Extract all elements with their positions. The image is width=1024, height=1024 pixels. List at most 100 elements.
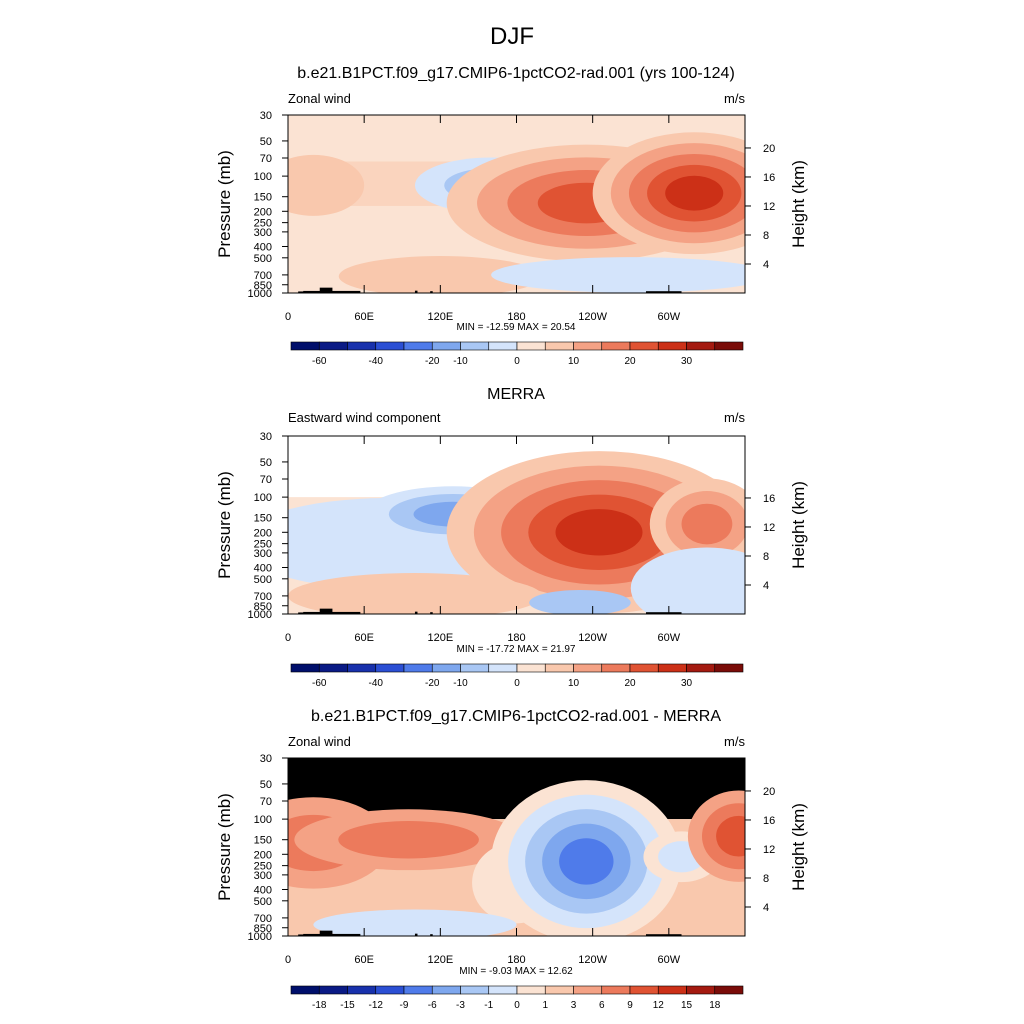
colorbar-label: -6: [428, 1000, 437, 1011]
colorbar-swatch: [544, 663, 574, 673]
y2-tick-label: 4: [763, 902, 769, 914]
x-tick-label: 180: [507, 632, 525, 644]
colorbar-swatch: [403, 341, 433, 351]
colorbar-swatch: [601, 663, 631, 673]
y-tick-label: 400: [254, 884, 272, 896]
land-mask-4: [430, 612, 433, 614]
y2-tick-label: 8: [763, 230, 769, 242]
colorbar-label: -12: [369, 1000, 384, 1011]
y-tick-label: 70: [260, 474, 272, 486]
colorbar-label: 0: [514, 1000, 520, 1011]
colorbar-label: -10: [453, 678, 468, 689]
y-tick-label: 700: [254, 270, 272, 282]
colorbar-label: -9: [400, 1000, 409, 1011]
x-tick-label: 120W: [578, 311, 607, 323]
colorbar-label: 30: [681, 678, 693, 689]
colorbar-label: -3: [456, 1000, 465, 1011]
colorbar-swatch: [516, 985, 546, 995]
colorbar-label: 10: [568, 678, 580, 689]
x-tick-label: 120W: [578, 632, 607, 644]
jet-core-atlantic-level-2: [681, 503, 733, 545]
y-tick-label: 1000: [248, 288, 272, 300]
colorbar-label: 0: [514, 678, 520, 689]
y2-tick-label: 12: [763, 522, 775, 534]
colorbar-swatch: [347, 663, 377, 673]
y-tick-label: 850: [254, 601, 272, 613]
colorbar-swatch: [375, 341, 405, 351]
plot-area: [288, 758, 745, 936]
colorbar-swatch: [657, 663, 687, 673]
weak-westerly-africa-level-0: [288, 154, 365, 216]
colorbar-label: 20: [624, 356, 636, 367]
colorbar-swatch: [290, 341, 320, 351]
y-axis-title: Pressure (mb): [215, 793, 234, 901]
x-tick-label: 60W: [658, 632, 681, 644]
colorbar-label: 18: [709, 1000, 721, 1011]
panel-units-label: m/s: [724, 91, 745, 106]
colorbar-label: -20: [425, 356, 440, 367]
colorbar-swatch: [460, 985, 490, 995]
x-tick-label: 60W: [658, 311, 681, 323]
x-tick-label: 180: [507, 954, 525, 966]
y-tick-label: 400: [254, 241, 272, 253]
colorbar-label: 30: [681, 356, 693, 367]
x-tick-label: 120W: [578, 954, 607, 966]
jet-core-atlantic-level-4: [665, 175, 724, 211]
panel-variable-label: Zonal wind: [288, 91, 351, 106]
y-tick-label: 30: [260, 753, 272, 765]
y-tick-label: 700: [254, 913, 272, 925]
x-tick-label: 0: [285, 954, 291, 966]
colorbar-swatch: [290, 985, 320, 995]
y-tick-label: 50: [260, 457, 272, 469]
colorbar-swatch: [318, 663, 348, 673]
colorbar: -18 -15 -12 -9 -6 -3 -1 0 1 3 6 9 12 15 18: [290, 985, 744, 1011]
colorbar-swatch: [488, 341, 518, 351]
panel-3: b.e21.B1PCT.f09_g17.CMIP6-1pctCO2-rad.00…: [215, 708, 808, 1011]
low-level-easterly-pacific-level-0: [529, 589, 631, 614]
y2-tick-label: 16: [763, 493, 775, 505]
x-tick-label: 0: [285, 632, 291, 644]
colorbar: -60 -40 -20 -10 0 10 20 30: [290, 341, 744, 367]
colorbar-swatch: [347, 985, 377, 995]
y-tick-label: 400: [254, 562, 272, 574]
y-tick-label: 250: [254, 218, 272, 230]
colorbar-swatch: [544, 985, 574, 995]
y2-tick-label: 16: [763, 815, 775, 827]
y2-tick-label: 4: [763, 580, 769, 592]
land-mask-5: [645, 291, 682, 293]
colorbar-label: -40: [369, 678, 384, 689]
negative-anomaly-pacific-level-4: [559, 838, 614, 885]
panel-title: b.e21.B1PCT.f09_g17.CMIP6-1pctCO2-rad.00…: [297, 65, 735, 82]
y-tick-label: 200: [254, 527, 272, 539]
y-tick-label: 100: [254, 814, 272, 826]
panel-variable-label: Zonal wind: [288, 734, 351, 749]
colorbar-swatch: [375, 663, 405, 673]
x-tick-label: 120E: [427, 954, 453, 966]
land-mask-4: [430, 934, 433, 936]
y2-tick-label: 20: [763, 143, 775, 155]
colorbar-swatch: [318, 341, 348, 351]
colorbar-swatch: [544, 341, 574, 351]
y-tick-label: 50: [260, 779, 272, 791]
stats-label: MIN = -17.72 MAX = 21.97: [457, 644, 576, 655]
colorbar-label: 12: [653, 1000, 665, 1011]
x-tick-label: 60W: [658, 954, 681, 966]
colorbar-swatch: [488, 663, 518, 673]
colorbar-swatch: [290, 663, 320, 673]
colorbar-swatch: [403, 663, 433, 673]
colorbar-swatch: [657, 985, 687, 995]
x-tick-label: 0: [285, 311, 291, 323]
colorbar-label: 6: [599, 1000, 605, 1011]
colorbar-swatch: [403, 985, 433, 995]
colorbar-swatch: [573, 985, 603, 995]
y2-axis-title: Height (km): [789, 803, 808, 891]
x-tick-label: 60E: [354, 954, 374, 966]
colorbar-swatch: [516, 663, 546, 673]
y2-tick-label: 4: [763, 259, 769, 271]
y-tick-label: 300: [254, 548, 272, 560]
colorbar-swatch: [347, 341, 377, 351]
positive-anomaly-indian-level-1: [338, 820, 479, 859]
colorbar-swatch: [573, 663, 603, 673]
y-tick-label: 200: [254, 849, 272, 861]
